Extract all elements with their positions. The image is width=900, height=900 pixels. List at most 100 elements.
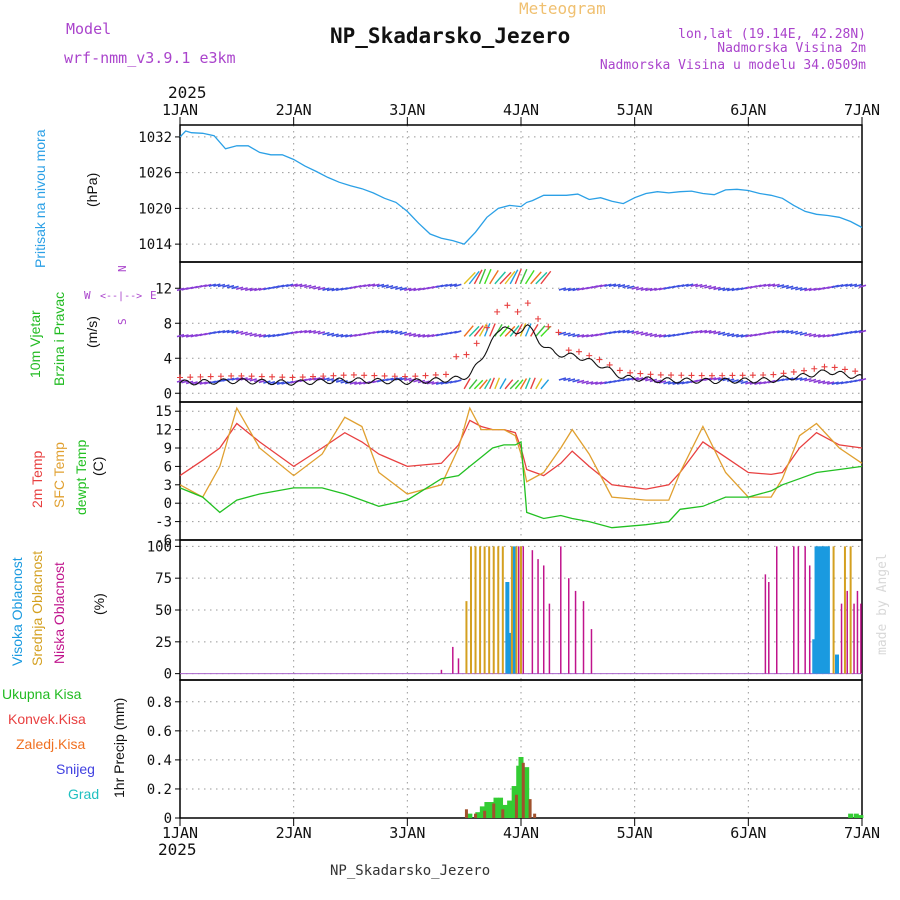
wind-barb [326,287,335,292]
wind-gust-marker [279,374,286,381]
y-tick-label: 4 [164,351,172,367]
wind-barb [299,283,307,288]
conv-rain-bar [521,762,525,818]
wind-barb [581,380,589,385]
wind-barb [372,330,380,334]
wind-barb [804,287,812,292]
wind-gust-marker [402,373,409,380]
wind-gust-marker [616,367,623,374]
wind-gust-marker [463,351,470,358]
y-tick-label: 1020 [138,201,172,217]
wind-gust-marker [831,364,838,371]
wind-barb [808,378,817,383]
wind-arrow [535,325,546,337]
wind-barb [390,377,398,381]
wind-barb [399,331,408,336]
wind-barb [563,287,571,292]
plot-area: 1014 1020 1026 1032 0 4 8 12 -6 -3 0 3 6 9 12 15 0 25 50 75… [138,101,880,842]
wind-gust-marker [780,370,787,377]
x-tick-label-bottom: 6JAN [730,824,766,842]
wind-barb [404,287,412,292]
wind-barb [408,333,417,337]
wind-gust-marker [596,356,603,363]
wind-barb [217,283,226,288]
conv-rain-bar [514,794,518,818]
wind-arrow [463,271,476,285]
wind-barb [836,381,844,385]
wind-gust-marker [381,372,388,379]
wind-barb [240,331,248,335]
wind-barb [808,287,817,292]
wind-barb [699,284,708,288]
wind-gust-marker [555,329,562,336]
wind-arrow [535,271,548,285]
wind-barb [267,334,276,338]
wind-arrow [499,271,512,285]
compass-n: N [116,265,129,272]
x-tick-label-top: 6JAN [730,101,766,119]
total-rain-bar [518,756,524,818]
wind-barb [381,329,389,334]
compass-arrows: <--|--> [100,291,142,302]
wind-barb [226,329,235,334]
wind-gust-marker [708,372,715,379]
wind-barb [317,286,326,291]
wind-barb [563,377,571,382]
wind-barb [631,330,639,335]
total-rain-bar [511,786,517,818]
wind-barb [704,329,712,334]
wind-barb [740,380,749,385]
wind-barb [654,333,662,338]
y-tick-label: 12 [155,423,172,439]
wind-barb [304,329,312,334]
wind-barb [595,381,603,385]
wind-barb [590,381,598,385]
wind-barb [695,283,703,288]
wind-arrow [483,268,492,285]
wind-arrow [463,325,474,337]
wind-barb [713,377,721,381]
wind-barb [176,287,185,292]
wind-barb [726,333,735,337]
wind-barb [708,377,717,381]
wind-barb [813,333,821,338]
cloud-labels: Visoka Oblacnost Srednja Oblacnost Niska… [9,551,107,666]
wind-barb [704,285,712,289]
wind-barb [417,334,426,338]
total-rain-bar [848,813,854,818]
wind-barb [331,333,339,337]
wind-gust-marker [760,371,767,378]
credit-label: made by Angel [875,553,890,655]
wind-barb [617,284,626,288]
wind-barb [563,332,571,336]
wind-arrow [509,269,519,285]
wind-barb [854,329,862,334]
wind-arrow [524,269,535,285]
wind-gust-marker [811,365,818,372]
wind-barb [426,334,435,338]
wind-barb [817,380,826,384]
wind-arrow [473,379,484,390]
x-tick-label-top: 5JAN [617,101,653,119]
y-tick-label: 0.8 [147,695,172,711]
wind-gust-marker [412,373,419,380]
total-rain-bar [475,812,481,818]
wind-barb [649,287,658,292]
wind-barb [613,283,621,288]
wind-gust-marker [494,308,501,315]
conv-rain-bar [464,809,468,818]
wind-barb [626,285,635,290]
x-tick-label-bottom: 1JAN [162,824,198,842]
wind-barb [313,286,321,290]
legend-total-rain: Ukupna Kisa [2,686,82,702]
wind-gust-marker [719,372,726,379]
wind-gust-marker [637,370,644,377]
wind-barb [722,332,730,336]
wind-barb [290,283,298,287]
wind-gust-marker [442,371,449,378]
wind-barb [326,377,335,382]
wind-gust-marker [770,371,777,378]
wind-arrow [478,268,487,285]
wind-barb [731,287,739,292]
wind-barb [804,332,812,337]
